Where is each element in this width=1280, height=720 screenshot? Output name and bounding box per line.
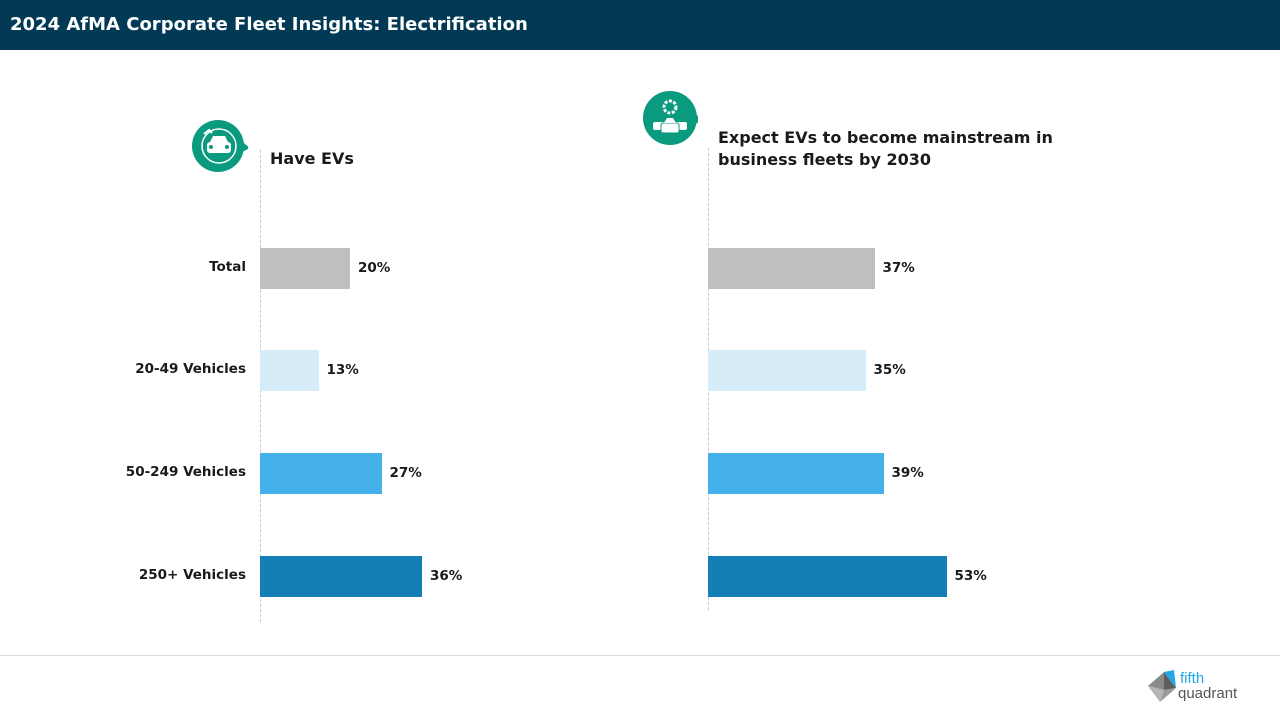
fleet-gear-icon <box>642 90 704 146</box>
data-label: 39% <box>891 465 924 481</box>
bar-250-vehicles <box>260 556 422 597</box>
fifth-quadrant-logo: fifth quadrant <box>1146 668 1256 710</box>
chart-title: Have EVs <box>270 149 354 168</box>
footer-divider <box>0 655 1280 656</box>
electric-car-icon <box>192 118 250 174</box>
bar-20-49-vehicles <box>260 350 319 391</box>
svg-text:fifth: fifth <box>1180 670 1204 687</box>
bar-250-vehicles <box>708 556 947 597</box>
data-label: 35% <box>873 362 906 378</box>
data-label: 20% <box>358 260 391 276</box>
page-title: 2024 AfMA Corporate Fleet Insights: Elec… <box>10 14 528 35</box>
data-label: 53% <box>954 568 987 584</box>
data-label: 37% <box>882 260 915 276</box>
data-label: 13% <box>326 362 359 378</box>
category-label: 20-49 Vehicles <box>135 361 246 377</box>
data-label: 36% <box>430 568 463 584</box>
bar-total <box>708 248 875 289</box>
bar-total <box>260 248 350 289</box>
page-header: 2024 AfMA Corporate Fleet Insights: Elec… <box>0 0 1280 50</box>
bar-50-249-vehicles <box>708 453 884 494</box>
bar-50-249-vehicles <box>260 453 382 494</box>
bar-20-49-vehicles <box>708 350 866 391</box>
category-label: 50-249 Vehicles <box>125 464 246 480</box>
svg-text:quadrant: quadrant <box>1178 685 1238 702</box>
category-label: 250+ Vehicles <box>138 567 246 583</box>
category-label: Total <box>209 259 246 275</box>
data-label: 27% <box>389 465 422 481</box>
chart-title: Expect EVs to become mainstream in busin… <box>718 128 1053 169</box>
